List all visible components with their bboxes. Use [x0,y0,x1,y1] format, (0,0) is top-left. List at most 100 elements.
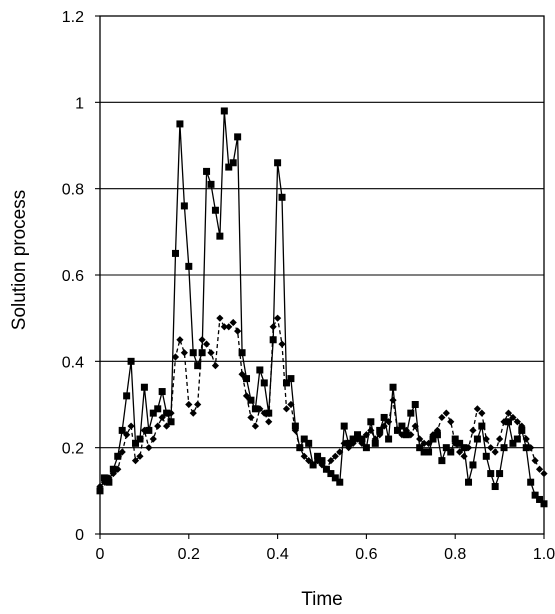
data-point-diamond [389,396,397,404]
gridlines [100,101,544,449]
data-point-square [411,401,419,408]
data-point-square [442,444,450,452]
data-point-square [456,439,464,447]
data-point-square [398,422,406,430]
data-point-square [163,409,171,417]
data-point-square [491,483,499,491]
data-point-square [536,495,544,503]
series-line [99,110,545,505]
x-tick-label: 0.4 [266,546,288,563]
data-point-diamond [371,435,379,443]
data-point-square [149,409,157,417]
data-point-diamond [500,418,508,426]
data-point-square [136,435,144,443]
y-tick-label: 1 [75,95,84,112]
data-point-square [478,422,486,430]
data-point-diamond [247,413,255,422]
x-tick-label: 0.2 [178,546,200,563]
data-point-square [114,452,122,460]
data-point-square [438,457,446,465]
data-point-diamond [256,405,264,413]
data-point-diamond [96,482,104,491]
data-point-diamond [114,465,122,473]
data-point-diamond [269,323,277,331]
data-point-square [469,461,477,469]
data-point-diamond [176,336,184,344]
data-point-square [198,349,206,357]
data-point-diamond [482,435,490,443]
data-point-square [389,383,397,391]
data-point-square [105,478,113,486]
data-point-square [336,478,344,486]
data-point-square [433,431,441,439]
data-point-diamond [336,448,344,456]
data-point-diamond [464,444,473,452]
data-point-diamond [367,426,375,434]
data-point-square [145,426,153,434]
data-point-diamond [411,422,419,430]
data-point-square [274,159,282,167]
data-point-diamond [447,418,455,426]
data-point-diamond [260,409,268,417]
data-point-square [540,500,548,508]
data-point-square [229,159,237,167]
data-point-diamond [456,448,464,456]
data-point-diamond [220,323,228,331]
data-point-diamond [438,413,446,422]
data-point-diamond [225,323,233,331]
data-point-square [345,439,353,447]
data-point-square [185,262,193,270]
data-point-square [318,457,326,465]
data-point-diamond [300,452,308,460]
data-point-diamond [127,422,135,430]
y-tick-label: 0.6 [62,268,84,285]
data-point-diamond [234,327,242,335]
data-point-square [132,439,140,447]
data-point-square [504,418,512,426]
data-point-square [496,470,504,478]
data-point-diamond [491,448,499,456]
data-point-diamond [385,418,393,426]
data-point-square [194,362,202,370]
data-point-diamond [420,439,428,447]
data-point-diamond [398,431,406,439]
x-tick-label: 0.8 [444,546,466,563]
data-point-diamond [265,418,273,426]
data-point-square [118,426,126,434]
data-point-diamond [535,465,544,473]
data-point-square [282,379,290,387]
data-point-square [171,249,179,257]
data-point-square [429,435,437,443]
y-tick-label: 0.8 [62,182,84,199]
data-point-diamond [198,336,206,344]
data-point-diamond [451,439,459,447]
data-point-square [140,383,148,391]
y-axis-label: Solution process [9,190,30,330]
data-point-diamond [460,452,468,460]
data-point-diamond [180,349,188,357]
data-point-diamond [211,362,220,370]
data-point-diamond [376,431,384,439]
data-point-diamond [154,422,162,430]
data-point-square [176,120,184,128]
data-point-square [487,470,495,478]
data-point-diamond [100,478,109,486]
x-tick-label: 0.6 [355,546,377,563]
data-point-square [473,435,481,443]
data-point-square [203,167,211,175]
data-point-square [349,435,357,443]
data-point-square [531,491,539,499]
y-tick-label: 0 [75,527,84,544]
data-point-diamond [358,439,366,447]
data-point-square [509,439,517,447]
data-point-square [291,422,299,430]
data-point-square [256,366,264,374]
data-point-diamond [407,431,415,439]
data-point-square [420,448,428,456]
data-point-square [154,405,162,413]
data-point-diamond [380,422,388,430]
data-point-square [354,431,362,439]
data-point-diamond [531,457,539,465]
data-point-diamond [487,444,495,452]
x-axis-label: Time [301,589,343,610]
